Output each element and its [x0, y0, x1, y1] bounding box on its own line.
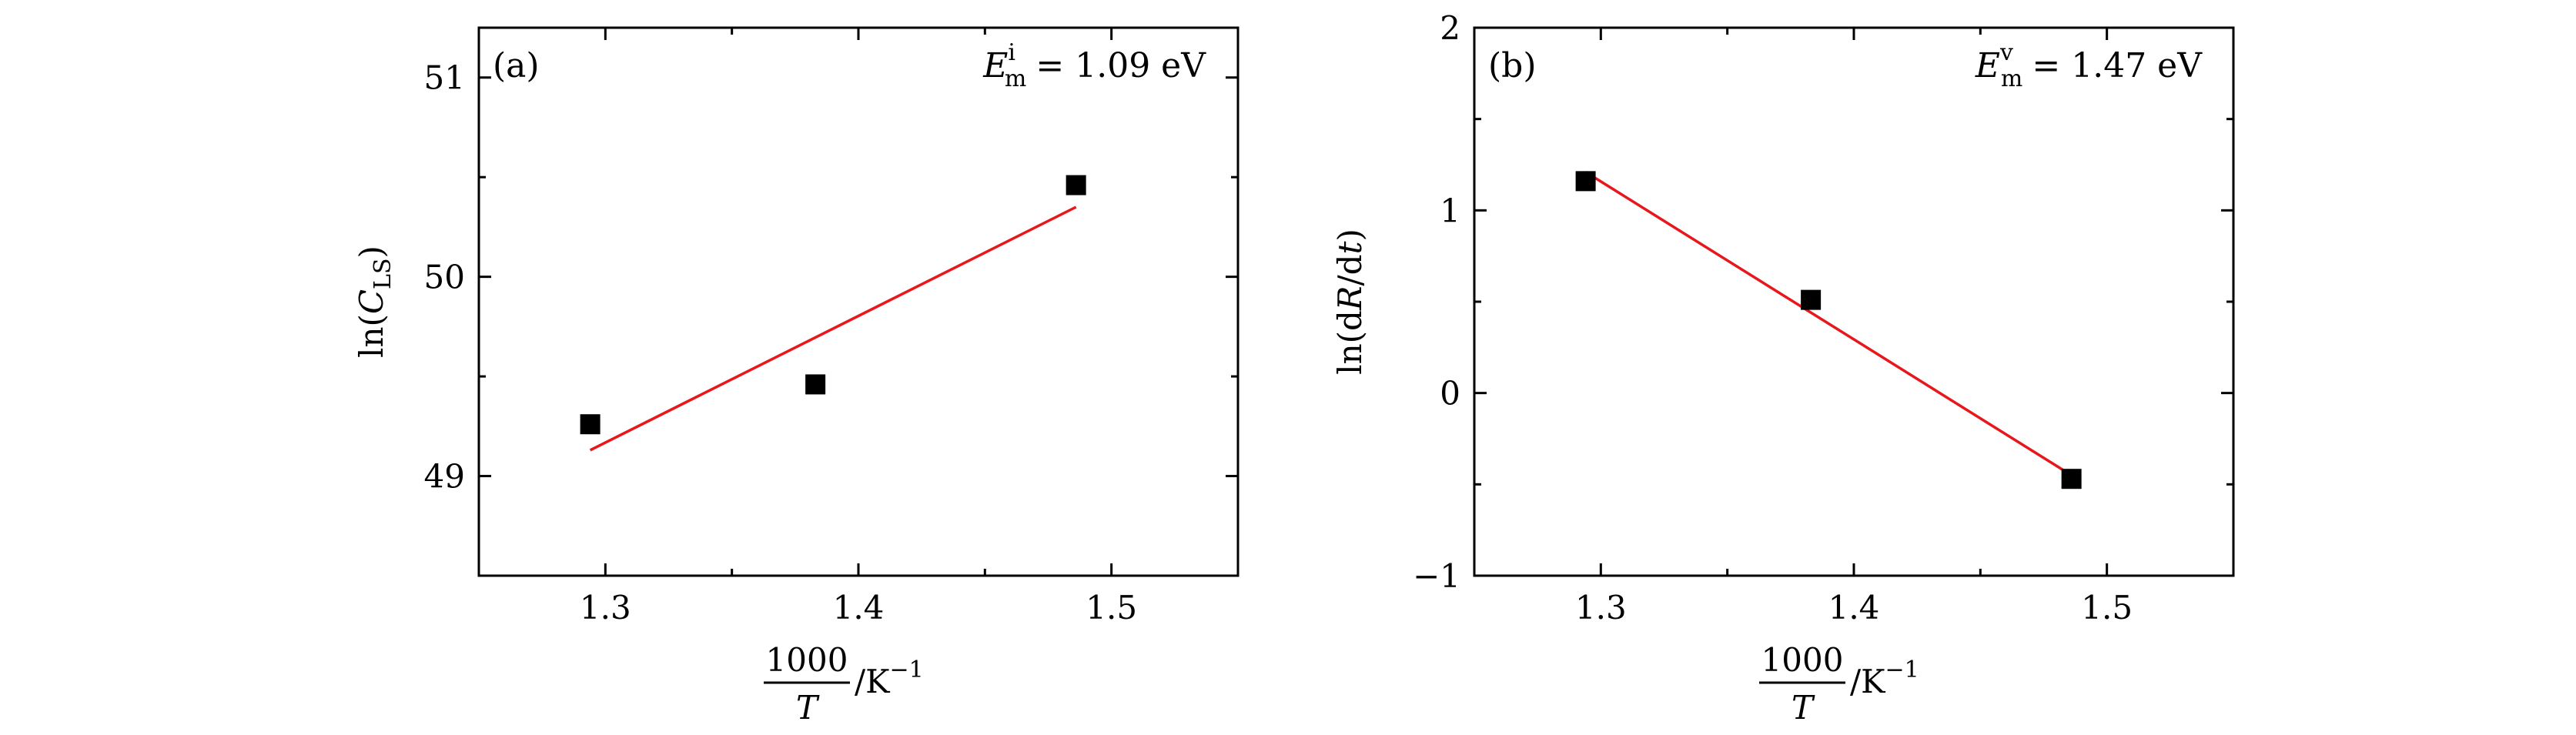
panel-b-y-axis-title: ln(dR/dt) — [1331, 229, 1369, 375]
panel-b-y-tick-label: 0 — [1440, 375, 1460, 413]
panel-b-data-point — [1575, 171, 1596, 192]
panel-b-x-axis-title-unit: /K−1 — [1850, 656, 1919, 700]
panel-a-frame — [477, 26, 1239, 577]
panel-b-x-axis-title-denominator: T — [1791, 689, 1815, 727]
panel-a: 1.3 1.4 1.5 49 50 51 (a) Ei m = 1.09 eV ln(CLS)… — [353, 26, 1239, 727]
panel-a-ticks: 1.3 1.4 1.5 49 50 51 — [424, 28, 1239, 626]
panel-b-x-tick-label: 1.4 — [1828, 589, 1880, 626]
panel-b-y-tick-label: 1 — [1440, 192, 1460, 229]
panel-b-frame — [1473, 26, 2235, 577]
panel-a-x-axis-title-unit: /K−1 — [855, 656, 924, 700]
panel-a-data-point — [580, 414, 601, 435]
panel-b-ticks: 1.3 1.4 1.5 −1 0 1 2 — [1413, 9, 2235, 626]
panel-b-y-tick-label: 2 — [1440, 9, 1460, 47]
panel-b-x-axis-title: 1000 T /K−1 — [1759, 641, 1919, 727]
panel-a-y-axis-title: ln(CLS) — [353, 246, 396, 358]
panel-a-x-tick-label: 1.5 — [1086, 589, 1137, 626]
panel-a-y-tick-label: 49 — [424, 458, 465, 496]
panel-a-marks — [580, 175, 1086, 452]
panel-b-y-tick-label: −1 — [1413, 557, 1460, 595]
panel-b-label: (b) — [1488, 46, 1537, 85]
panel-b-x-tick-label: 1.5 — [2081, 589, 2133, 626]
panel-b-data-point — [1801, 289, 1822, 310]
panel-b-marks — [1575, 171, 2082, 489]
panel-a-x-axis-title-numerator: 1000 — [766, 641, 848, 679]
panel-a-data-point — [805, 374, 826, 395]
panel-b-fit-line — [1584, 171, 2073, 476]
panel-a-fit-line — [589, 205, 1077, 452]
panel-a-x-axis-title: 1000 T /K−1 — [764, 641, 924, 727]
panel-a-annotation: Ei m = 1.09 eV — [982, 39, 1206, 92]
panel-b-annotation: Ev m = 1.47 eV — [1975, 39, 2203, 92]
panel-a-x-tick-label: 1.4 — [833, 589, 885, 626]
panel-a-label: (a) — [493, 46, 540, 85]
panel-a-data-point — [1066, 175, 1086, 195]
panel-a-x-tick-label: 1.3 — [580, 589, 631, 626]
panel-b-x-tick-label: 1.3 — [1575, 589, 1627, 626]
panel-a-x-axis-title-denominator: T — [796, 689, 820, 727]
panel-b-data-point — [2061, 469, 2082, 489]
panel-b-x-axis-title-numerator: 1000 — [1761, 641, 1844, 679]
panel-a-y-tick-label: 51 — [424, 59, 465, 97]
panel-b: 1.3 1.4 1.5 −1 0 1 2 (b) Ev m = 1.47 eV ln(dR/dt… — [1331, 9, 2235, 727]
panel-a-y-tick-label: 50 — [424, 259, 465, 296]
